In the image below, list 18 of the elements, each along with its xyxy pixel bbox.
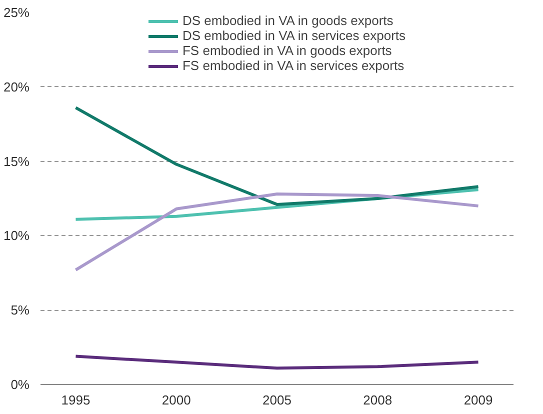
line-series (74, 106, 480, 206)
y-tick-label: 20% (3, 79, 30, 94)
x-tick-label: 2005 (262, 392, 292, 408)
line-series (74, 192, 480, 272)
y-tick-label: 15% (3, 154, 30, 169)
line-series (74, 354, 480, 370)
y-tick-label: 0% (10, 377, 30, 392)
x-tick-label: 2000 (162, 392, 191, 408)
y-tick-label: 10% (3, 228, 30, 244)
legend-label: FS embodied in VA in services exports (182, 58, 404, 73)
x-tick-label: 1995 (61, 392, 90, 408)
legend-label: FS embodied in VA in goods exports (182, 43, 392, 58)
y-tick-label: 5% (10, 302, 30, 318)
legend-label: DS embodied in VA in services exports (182, 28, 406, 43)
x-tick-label: 2008 (363, 392, 392, 408)
y-tick-label: 25% (3, 5, 30, 20)
x-tick-label: 2009 (464, 392, 493, 408)
legend-label: DS embodied in VA in goods exports (182, 13, 394, 28)
